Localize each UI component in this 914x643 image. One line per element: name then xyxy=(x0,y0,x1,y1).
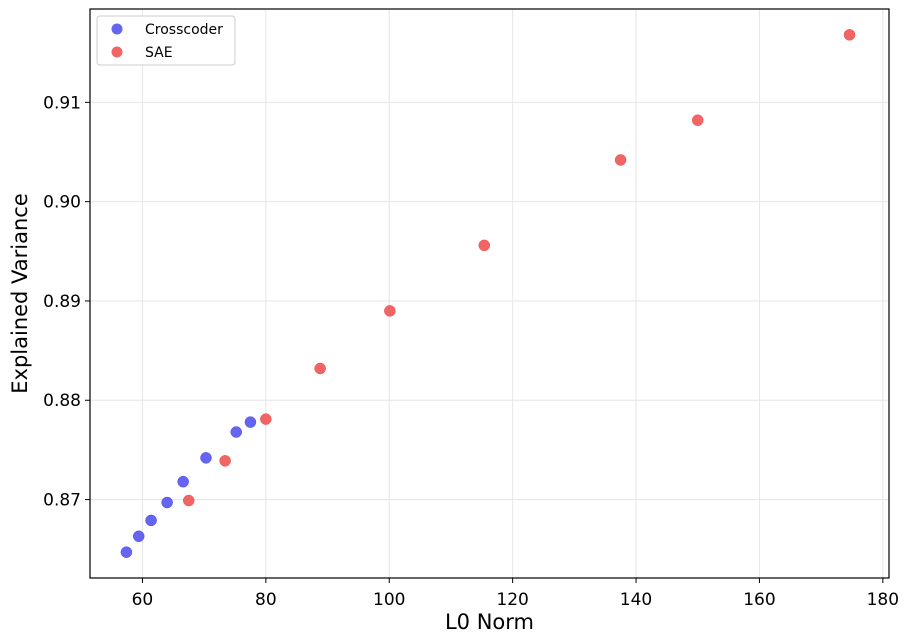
x-axis-label: L0 Norm xyxy=(445,610,534,634)
sae-point xyxy=(384,305,396,317)
legend-marker-crosscoder xyxy=(111,23,123,35)
legend-label-crosscoder: Crosscoder xyxy=(145,22,223,38)
x-tick-label: 80 xyxy=(255,590,277,610)
sae-point xyxy=(614,154,627,166)
sae-point xyxy=(478,239,491,252)
y-axis-label: Explained Variance xyxy=(8,193,32,394)
data-points xyxy=(120,29,856,558)
grid xyxy=(90,9,889,578)
x-tick-label: 100 xyxy=(373,590,405,610)
sae-point xyxy=(314,362,326,375)
crosscoder-point xyxy=(161,496,173,509)
axis-ticks: 60 80 100 120 140 160 180 0.87 0.88 0.89 0.90 0.91 xyxy=(43,93,899,610)
x-tick-label: 120 xyxy=(496,590,528,610)
crosscoder-point xyxy=(244,416,257,428)
sae-point xyxy=(691,114,704,126)
sae-point xyxy=(219,455,231,467)
crosscoder-point xyxy=(145,514,157,527)
x-tick-label: 140 xyxy=(620,590,652,610)
crosscoder-point xyxy=(230,426,242,438)
legend: Crosscoder SAE xyxy=(96,15,236,66)
sae-point xyxy=(260,413,272,425)
crosscoder-point xyxy=(200,452,212,464)
y-tick-label: 0.91 xyxy=(43,93,81,113)
sae-point xyxy=(182,494,195,507)
plot-frame xyxy=(89,8,890,579)
x-tick-label: 160 xyxy=(743,590,775,610)
legend-marker-sae xyxy=(111,46,123,58)
crosscoder-point xyxy=(132,530,145,543)
legend-label-sae: SAE xyxy=(145,45,173,61)
legend-box xyxy=(96,15,236,66)
sae-point xyxy=(843,29,856,41)
y-tick-label: 0.90 xyxy=(43,193,81,213)
crosscoder-point xyxy=(120,546,133,558)
y-tick-label: 0.87 xyxy=(43,491,81,511)
y-tick-label: 0.88 xyxy=(43,391,81,411)
y-tick-label: 0.89 xyxy=(43,292,81,312)
crosscoder-point xyxy=(177,475,189,488)
x-tick-label: 180 xyxy=(867,590,899,610)
x-tick-label: 60 xyxy=(132,590,154,610)
